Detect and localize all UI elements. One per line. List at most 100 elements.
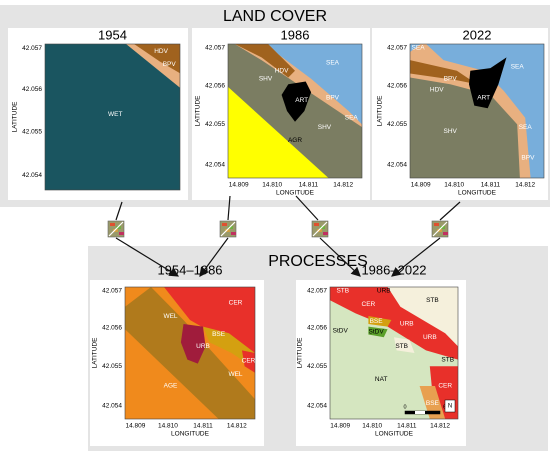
process-icon	[311, 220, 329, 238]
y-tick-label: 42.057	[102, 288, 122, 295]
y-tick-label: 42.056	[307, 325, 327, 332]
region-label: BPV	[163, 61, 177, 68]
connectors	[115, 195, 461, 277]
region-label: SEA	[345, 114, 359, 121]
y-axis-label: LATITUDE	[195, 95, 202, 127]
map-region	[394, 337, 415, 353]
y-tick-label: 42.054	[307, 403, 327, 410]
x-tick-label: 14.812	[333, 182, 353, 189]
y-tick-label: 42.056	[22, 86, 42, 93]
region-label: AGE	[164, 383, 178, 390]
x-tick-label: 14.811	[193, 423, 213, 430]
region-label: BPV	[521, 155, 535, 162]
x-tick-label: 14.812	[515, 182, 535, 189]
x-axis-label: LONGITUDE	[458, 190, 497, 197]
map-frame	[329, 286, 459, 420]
x-axis-label: LONGITUDE	[171, 431, 210, 438]
y-axis-label: LATITUDE	[12, 101, 19, 133]
region-label: WEL	[228, 371, 242, 378]
region-label: StDV	[333, 327, 349, 334]
region-label: SHV	[259, 76, 273, 83]
map-region	[45, 44, 180, 190]
region-label: HDV	[154, 48, 168, 55]
y-tick-label: 42.054	[102, 403, 122, 410]
region-label: ART	[295, 97, 308, 104]
map-region	[234, 44, 295, 78]
icon-diagonal	[108, 221, 124, 237]
map-frame	[227, 43, 363, 179]
x-tick-label: 14.810	[362, 423, 382, 430]
y-tick-label: 42.054	[387, 161, 407, 168]
icon-cell	[116, 226, 121, 229]
map-region	[426, 44, 544, 178]
x-tick-label: 14.809	[229, 182, 249, 189]
icon-cell	[119, 232, 124, 235]
panel-title: 1954	[98, 27, 127, 42]
x-tick-label: 14.809	[125, 423, 145, 430]
region-label: CER	[362, 301, 376, 308]
arrow	[199, 237, 229, 277]
region-label: BPV	[444, 76, 458, 83]
map-region	[268, 44, 362, 125]
y-tick-label: 42.055	[102, 363, 122, 370]
scale-label: 0	[403, 404, 406, 410]
y-tick-label: 42.057	[387, 45, 407, 52]
icon-cell	[314, 223, 319, 226]
map-frame	[409, 43, 545, 179]
map-panel: 2022SEASEABPVHDVARTSHVSEABPV42.05742.056…	[372, 27, 548, 200]
map-region	[368, 316, 392, 327]
icon-cell	[440, 226, 445, 229]
connector	[115, 201, 123, 221]
north-box	[444, 399, 456, 413]
x-tick-label: 14.812	[227, 423, 247, 430]
map-region	[203, 326, 255, 369]
icon-cell	[228, 226, 233, 229]
arrow	[391, 237, 441, 277]
icon-cell	[222, 223, 227, 226]
y-tick-label: 42.057	[307, 288, 327, 295]
region-label: SEA	[519, 124, 533, 131]
section-title: LAND COVER	[223, 8, 327, 25]
x-tick-label: 14.809	[330, 423, 350, 430]
map-region	[410, 44, 421, 52]
map-frame	[124, 286, 256, 420]
connector	[439, 201, 461, 221]
y-tick-label: 42.055	[22, 128, 42, 135]
panel-title: 1986–2022	[361, 262, 426, 277]
panel-title: 2022	[463, 27, 492, 42]
map-frame	[44, 43, 181, 191]
icon-cell	[113, 229, 118, 232]
region-label: ART	[477, 94, 490, 101]
region-label: WEL	[163, 313, 177, 320]
section-title: PROCESSES	[268, 253, 368, 270]
region-label: BPV	[326, 94, 340, 101]
x-axis-label: LONGITUDE	[276, 190, 315, 197]
process-icon	[107, 220, 125, 238]
x-tick-label: 14.810	[262, 182, 282, 189]
region-label: URB	[377, 288, 391, 295]
y-tick-label: 42.055	[205, 121, 225, 128]
region-label: URB	[196, 343, 210, 350]
map-region	[281, 81, 312, 122]
x-axis-label: LONGITUDE	[375, 431, 414, 438]
map-region	[242, 350, 255, 373]
y-tick-label: 42.057	[22, 45, 42, 52]
y-tick-label: 42.054	[205, 161, 225, 168]
x-tick-label: 14.811	[397, 423, 417, 430]
icon-diagonal	[220, 221, 236, 237]
x-tick-label: 14.811	[299, 182, 319, 189]
y-tick-label: 42.054	[22, 172, 42, 179]
region-label: URB	[400, 321, 414, 328]
region-label: STB	[395, 343, 408, 350]
x-tick-label: 14.809	[411, 182, 431, 189]
y-tick-label: 42.055	[387, 121, 407, 128]
region-label: SEA	[326, 59, 340, 66]
region-label: SHV	[318, 124, 332, 131]
x-tick-label: 14.812	[430, 423, 450, 430]
region-label: WET	[108, 111, 122, 118]
map-region	[410, 60, 477, 85]
region-label: HDV	[275, 68, 289, 75]
